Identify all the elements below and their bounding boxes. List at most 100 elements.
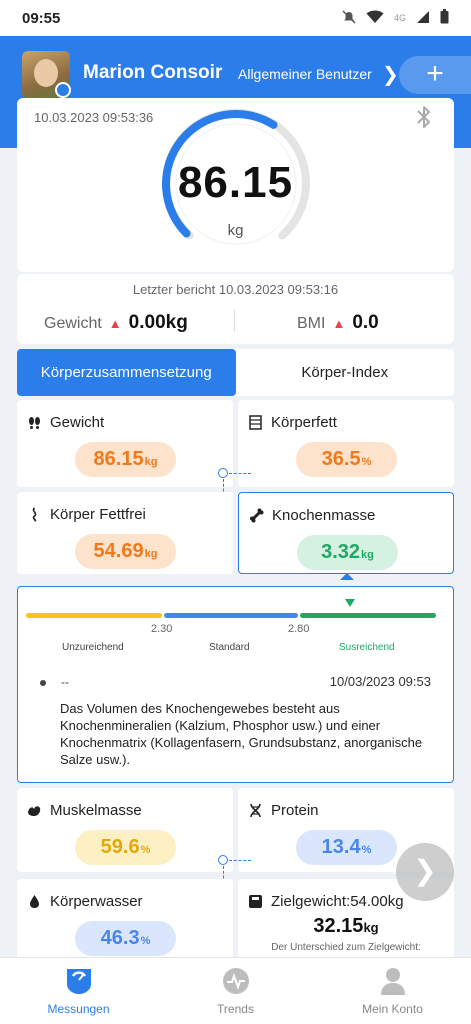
tile-body-fat[interactable]: Körperfett 36.5% <box>238 400 454 487</box>
detail-date: 10/03/2023 09:53 <box>329 674 431 689</box>
bone-icon <box>250 508 264 523</box>
weight-change: Gewicht ▲ 0.00kg <box>44 312 188 334</box>
bullet-icon <box>40 680 46 686</box>
connector-dot <box>218 855 228 865</box>
level-sufficient: Susreichend <box>339 642 395 653</box>
divider <box>234 310 235 332</box>
current-level-marker-icon <box>345 599 355 607</box>
weight-pill: 86.15 kg <box>75 442 176 477</box>
wifi-icon <box>366 10 384 27</box>
connector-line <box>223 866 224 888</box>
body-fat-pill: 36.5% <box>296 442 397 477</box>
add-button[interactable]: + <box>399 56 471 94</box>
chevron-right-icon[interactable]: ❯ <box>382 64 399 86</box>
muscle-pill-unit: % <box>140 844 151 856</box>
protein-pill-unit: % <box>361 844 372 856</box>
status-icons: 4G <box>342 9 449 27</box>
bone-mass-pill-value: 3.32 <box>321 541 361 563</box>
weight-pill-unit: kg <box>144 456 158 468</box>
muscle-pill: 59.6% <box>75 830 176 865</box>
range-bar-sufficient <box>300 613 436 618</box>
fat-free-pill-unit: kg <box>144 548 158 560</box>
tab-body-composition[interactable]: Körperzusammensetzung <box>17 349 236 396</box>
target-difference-label: Der Unterschied zum Zielgewicht: <box>271 942 421 953</box>
connector-line <box>223 479 224 501</box>
tile-body-fat-label: Körperfett <box>271 414 337 431</box>
measurement-date: 10.03.2023 09:53:36 <box>34 110 154 125</box>
status-bar: 09:55 4G <box>0 0 471 36</box>
fat-free-pill-value: 54.69 <box>93 540 144 562</box>
tile-bone-mass-label: Knochenmasse <box>272 507 376 524</box>
network-type: 4G <box>393 13 406 23</box>
trends-icon <box>222 968 249 994</box>
user-name[interactable]: Marion Consoir <box>83 62 223 83</box>
bmi-change-value: 0.0 <box>352 312 379 333</box>
tile-body-water-label: Körperwasser <box>50 893 143 910</box>
tile-muscle-label: Muskelmasse <box>50 802 142 819</box>
tile-protein-label: Protein <box>271 802 319 819</box>
next-page-button[interactable]: ❯ <box>396 843 454 901</box>
bluetooth-icon[interactable] <box>413 104 435 135</box>
weight-gauge <box>162 108 310 245</box>
body-water-pill: 46.3% <box>75 921 176 956</box>
weight-value: 86.15 <box>177 158 294 207</box>
bone-mass-pill-unit: kg <box>361 549 374 561</box>
tile-bone-mass[interactable]: Knochenmasse 3.32 kg <box>238 492 454 574</box>
nav-account[interactable]: Mein Konto <box>314 958 471 1024</box>
scale-small-icon <box>249 895 262 908</box>
level-standard: Standard <box>209 642 250 653</box>
last-report-card: Letzter bericht 10.03.2023 09:53:16 Gewi… <box>17 274 454 344</box>
protein-pill: 13.4% <box>296 830 397 865</box>
tile-fat-free-label: Körper Fettfrei <box>50 506 146 523</box>
mute-icon <box>342 9 356 27</box>
user-role[interactable]: Allgemeiner Benutzer <box>238 66 372 82</box>
dna-icon <box>250 803 261 818</box>
up-arrow-icon: ▲ <box>108 316 122 331</box>
tile-target-label: Zielgewicht:54.00kg <box>271 893 404 910</box>
fat-free-icon <box>32 507 37 522</box>
up-arrow-icon: ▲ <box>332 316 346 331</box>
nav-account-label: Mein Konto <box>362 1002 423 1016</box>
nav-measurements[interactable]: Messungen <box>0 958 157 1024</box>
target-value: 32.15 <box>313 915 364 937</box>
bmi-change-label: BMI <box>297 315 326 332</box>
range-bar-insufficient <box>26 613 162 618</box>
target-unit: kg <box>363 920 379 935</box>
sync-badge-icon <box>55 82 71 98</box>
weight-pill-value: 86.15 <box>93 448 144 470</box>
level-insufficient: Unzureichend <box>62 642 124 653</box>
tile-weight-label: Gewicht <box>50 414 105 431</box>
bmi-change: BMI ▲ 0.0 <box>297 312 379 334</box>
bone-mass-pill: 3.32 kg <box>297 535 398 570</box>
nav-measurements-label: Messungen <box>47 1002 110 1016</box>
tab-bar: Körperzusammensetzung Körper-Index <box>17 349 454 396</box>
fat-free-pill: 54.69 kg <box>75 534 176 569</box>
body-fat-pill-unit: % <box>361 456 372 468</box>
bottom-navigation: Messungen Trends Mein Konto <box>0 957 471 1024</box>
signal-icon <box>416 10 430 27</box>
target-difference-value: 32.15kg <box>238 915 454 938</box>
body-fat-icon <box>249 415 262 430</box>
threshold-high: 2.80 <box>288 623 310 635</box>
weight-change-label: Gewicht <box>44 315 102 332</box>
muscle-icon <box>28 806 41 816</box>
detail-note: -- <box>61 675 69 689</box>
body-fat-pill-value: 36.5 <box>321 448 361 470</box>
weight-change-value: 0.00kg <box>128 312 188 333</box>
detail-pointer <box>340 573 354 580</box>
tab-body-index[interactable]: Körper-Index <box>301 364 389 381</box>
last-report-text: Letzter bericht 10.03.2023 09:53:16 <box>132 282 339 297</box>
tile-muscle-mass[interactable]: Muskelmasse 59.6% <box>17 788 233 872</box>
avatar[interactable] <box>22 51 70 99</box>
tile-body-water[interactable]: Körperwasser 46.3% <box>17 879 233 959</box>
weight-unit: kg <box>227 222 244 239</box>
body-water-pill-value: 46.3 <box>100 927 140 949</box>
scale-icon <box>66 969 91 994</box>
protein-pill-value: 13.4 <box>321 836 361 858</box>
bone-mass-description: Das Volumen des Knochengewebes besteht a… <box>60 701 423 767</box>
status-time: 09:55 <box>22 9 61 27</box>
tile-fat-free-mass[interactable]: Körper Fettfrei 54.69 kg <box>17 492 233 574</box>
tile-weight[interactable]: Gewicht 86.15 kg <box>17 400 233 487</box>
nav-trends[interactable]: Trends <box>157 958 314 1024</box>
water-drop-icon <box>30 895 39 908</box>
